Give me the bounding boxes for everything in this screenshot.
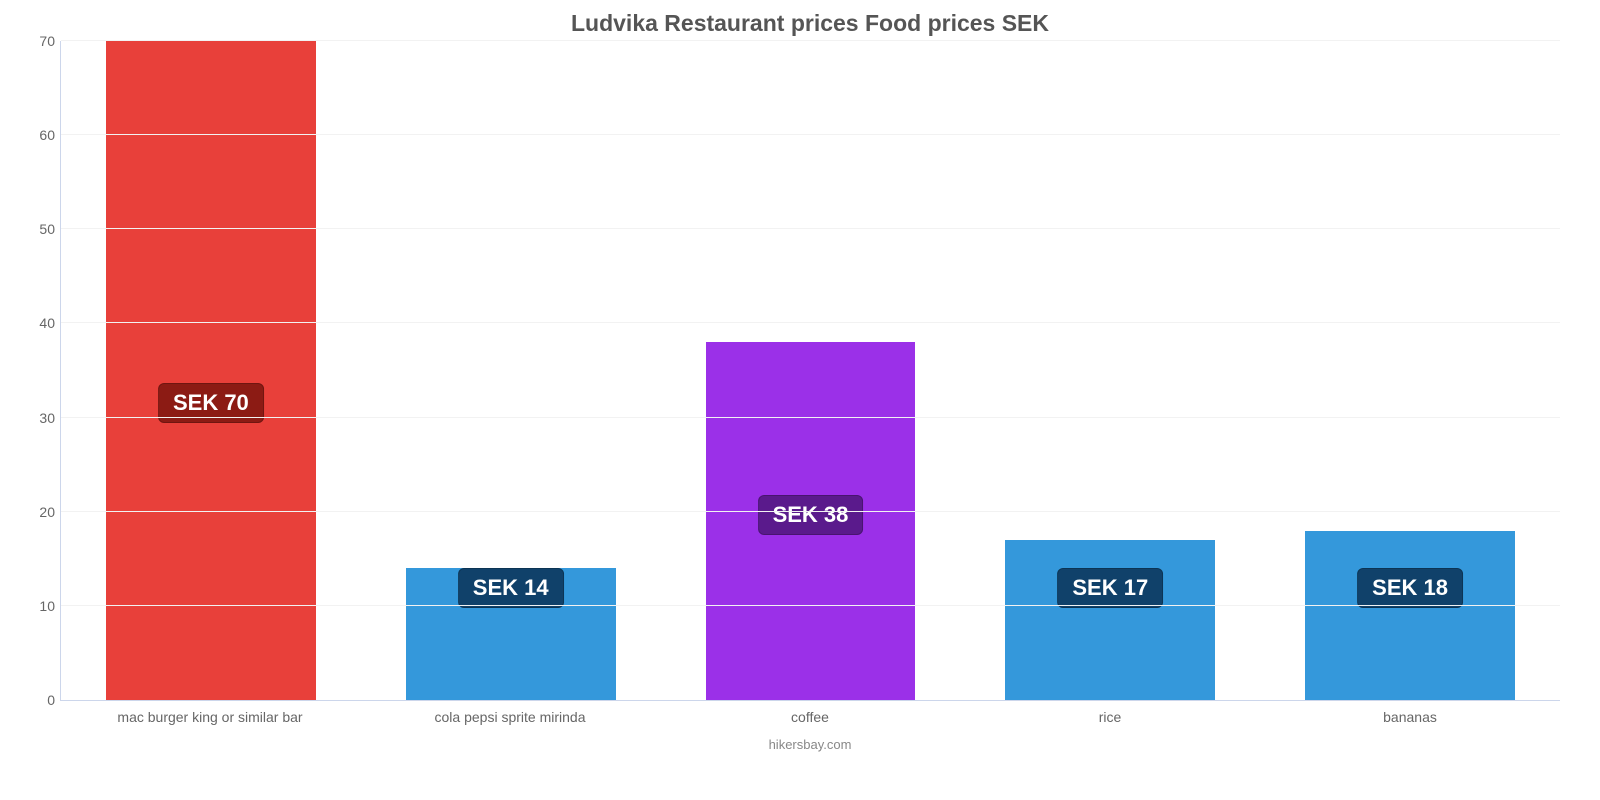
y-tick-label: 60 [21,127,55,143]
x-tick-label: mac burger king or similar bar [117,709,302,725]
y-tick-label: 50 [21,221,55,237]
x-tick-label: rice [1099,709,1122,725]
value-badge: SEK 18 [1357,568,1463,608]
grid-line [61,322,1560,323]
bar [1005,540,1215,700]
x-axis-labels: mac burger king or similar bar cola pepsi… [60,701,1560,731]
value-badge: SEK 38 [758,495,864,535]
y-tick-label: 0 [21,692,55,708]
y-tick-label: 20 [21,504,55,520]
x-tick-label: cola pepsi sprite mirinda [435,709,586,725]
x-tick-label: coffee [791,709,829,725]
bar [1305,531,1515,700]
grid-line [61,40,1560,41]
chart-title: Ludvika Restaurant prices Food prices SE… [60,10,1560,37]
plot-area: SEK 70SEK 14SEK 38SEK 17SEK 18 010203040… [60,41,1560,701]
grid-line [61,134,1560,135]
x-tick-label: bananas [1383,709,1437,725]
bars-layer: SEK 70SEK 14SEK 38SEK 17SEK 18 [61,41,1560,700]
grid-line [61,228,1560,229]
credit-text: hikersbay.com [60,737,1560,752]
y-tick-label: 30 [21,410,55,426]
y-tick-label: 40 [21,315,55,331]
y-tick-label: 70 [21,33,55,49]
grid-line [61,417,1560,418]
y-tick-label: 10 [21,598,55,614]
grid-line [61,511,1560,512]
bar-chart: Ludvika Restaurant prices Food prices SE… [0,0,1600,800]
value-badge: SEK 17 [1057,568,1163,608]
value-badge: SEK 14 [458,568,564,608]
grid-line [61,605,1560,606]
bar [106,41,316,700]
